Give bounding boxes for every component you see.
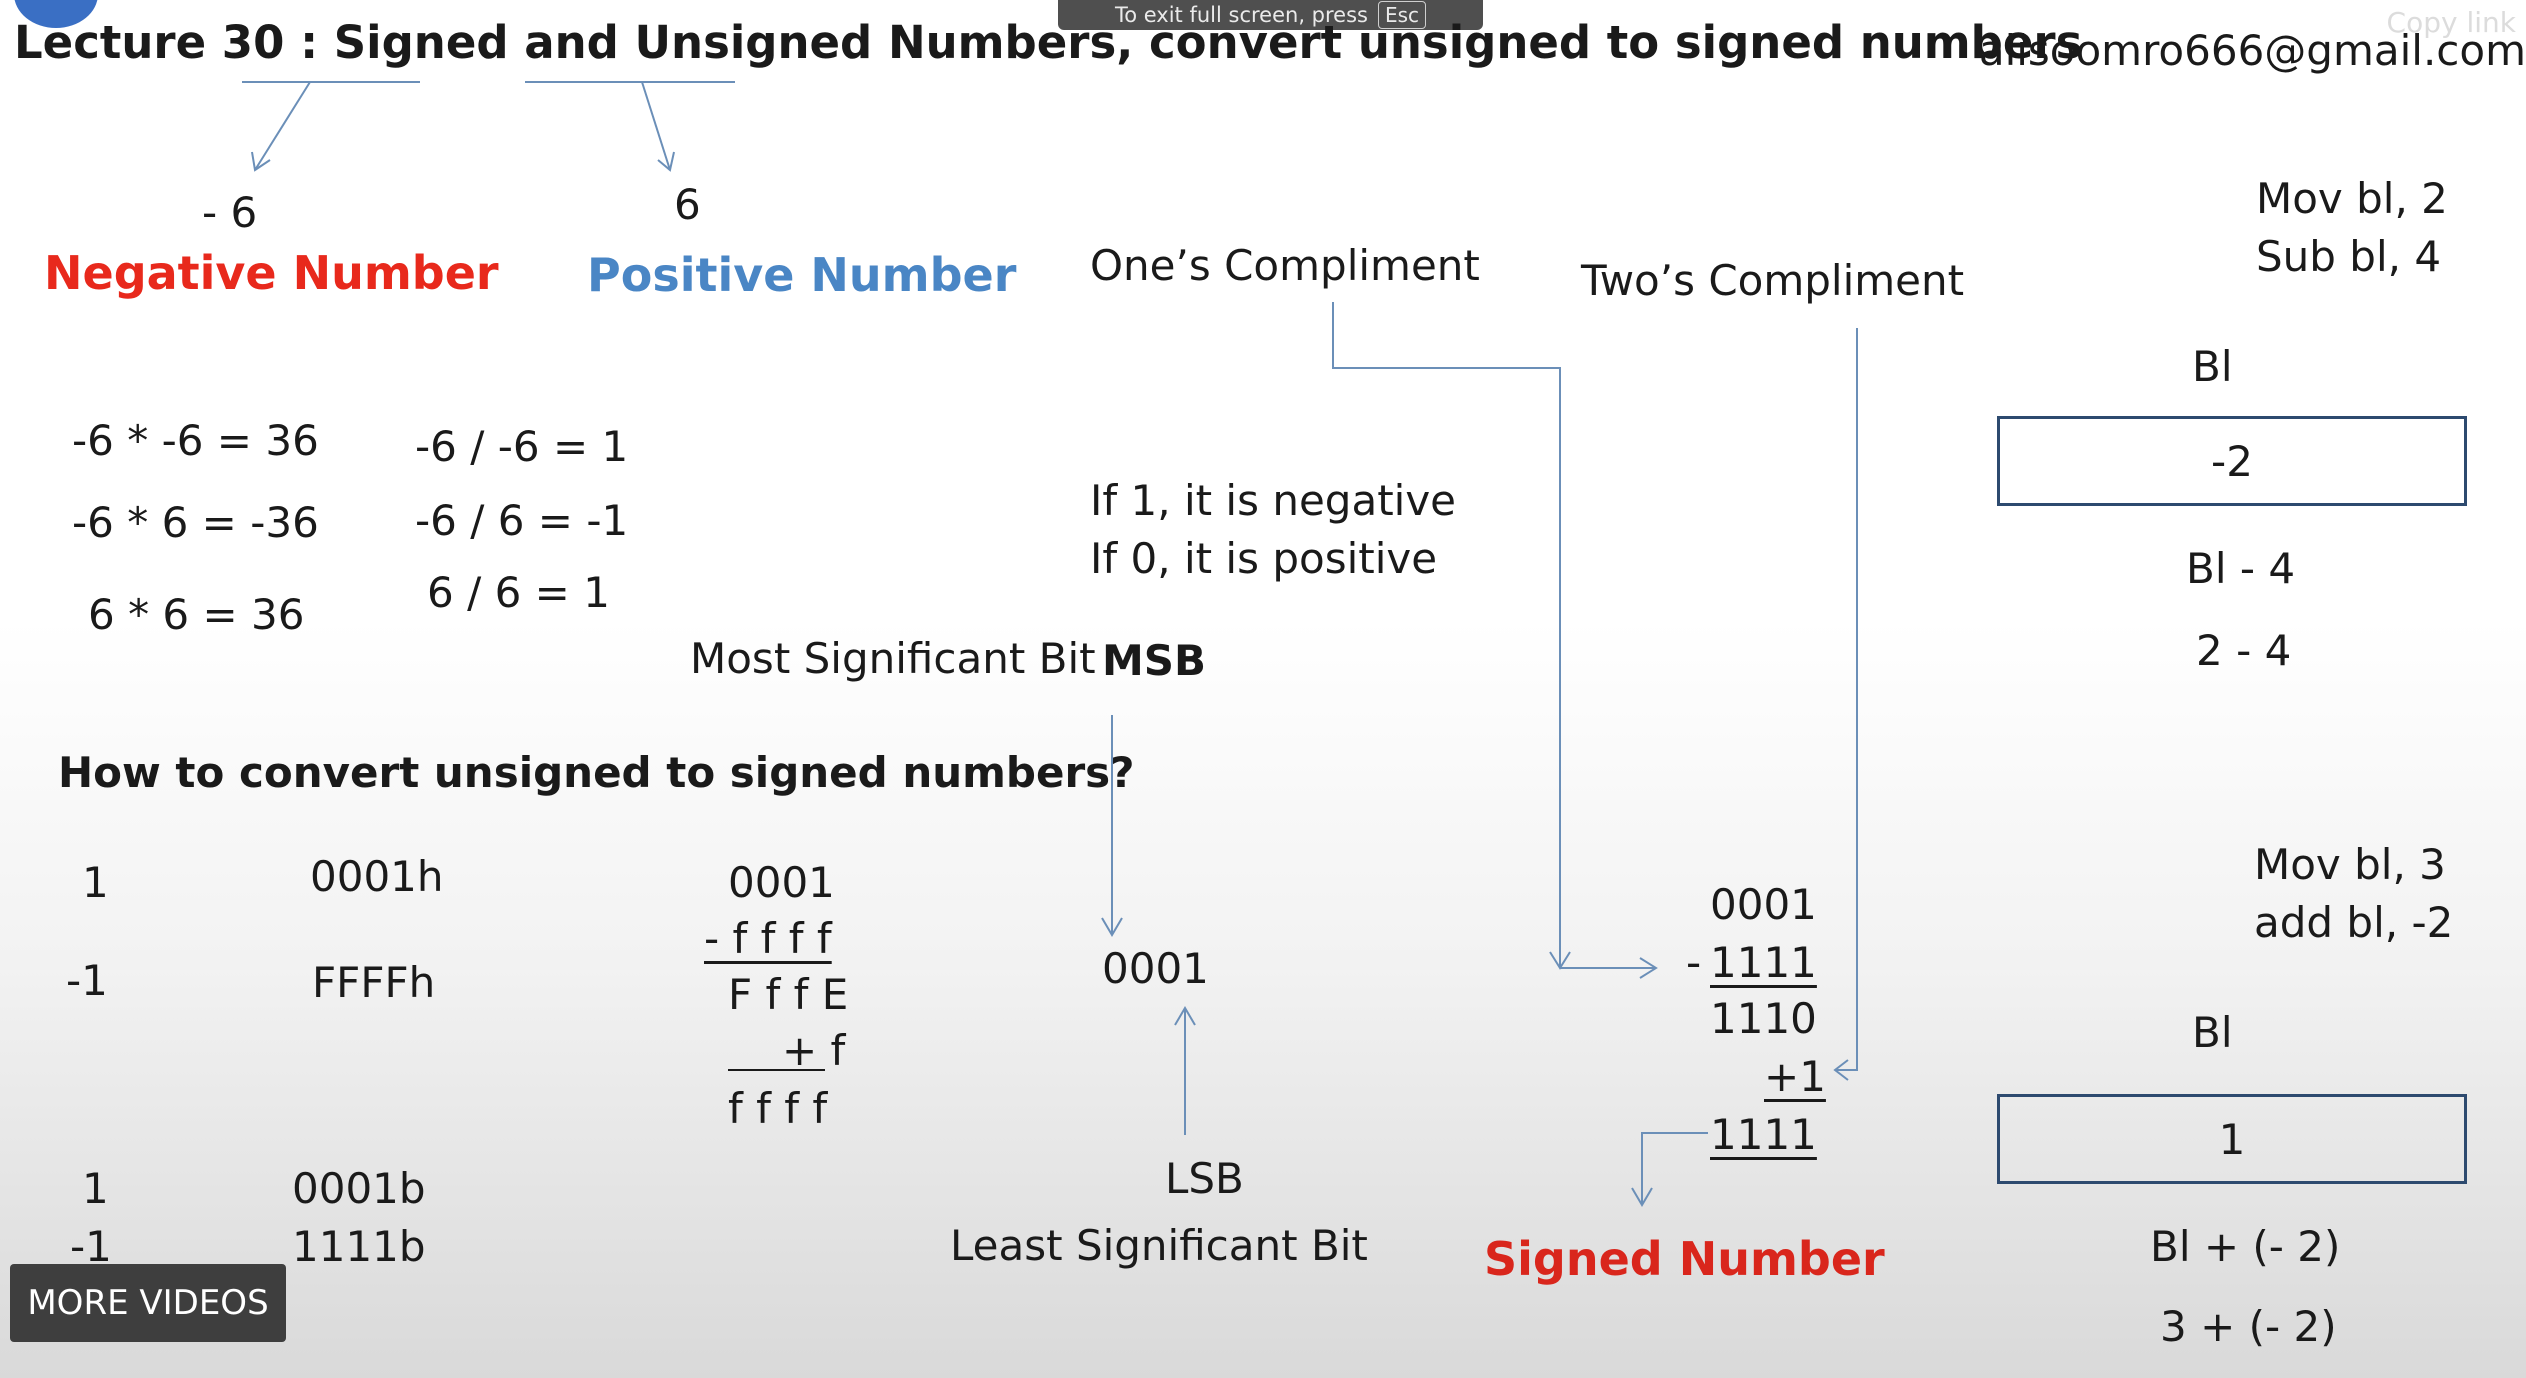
bin-row-2-value: 1111b [292,1222,426,1271]
division-line-3: 6 / 6 = 1 [427,568,610,617]
reg1-code-line-1: Mov bl, 2 [2256,174,2448,223]
multiplication-line-2: -6 * 6 = -36 [72,498,319,547]
conversion-question: How to convert unsigned to signed number… [58,748,1135,797]
hex-sub-line-4: + f [782,1026,846,1075]
hex-row-2-decimal: -1 [66,956,108,1005]
author-email: alisoomro666@gmail.com [1978,26,2526,75]
bin-sub-line-1: 0001 [1710,880,1817,929]
more-videos-button[interactable]: MORE VIDEOS [10,1264,286,1342]
hex-sub-line-2: - f f f f [704,914,832,963]
msb-full-label: Most Significant Bit [690,634,1096,683]
bin-sub-line-2: 1111 [1710,938,1817,987]
ones-compliment-label: One’s Compliment [1090,241,1480,290]
reg1-box-value: -2 [2211,436,2253,486]
division-line-2: -6 / 6 = -1 [415,496,629,545]
reg1-expression-1: Bl - 4 [2186,544,2296,593]
msb-rule-positive: If 0, it is positive [1090,534,1438,583]
reg2-code-line-2: add bl, -2 [2254,898,2454,947]
bin-sub-line-4: +1 [1764,1052,1826,1101]
positive-number-label: Positive Number [587,248,1017,302]
reg1-code-line-2: Sub bl, 4 [2256,232,2442,281]
reg2-register-name: Bl [2192,1008,2233,1057]
bin-sub-minus-sign: - [1686,938,1702,987]
hex-sub-line-1: 0001 [728,858,835,907]
positive-value: 6 [674,180,701,229]
esc-key-badge: Esc [1377,1,1427,29]
hex-row-2-value: FFFFh [312,958,436,1007]
reg1-register-name: Bl [2192,342,2233,391]
twos-compliment-label: Two’s Compliment [1581,256,1965,305]
reg2-expression-1: Bl + (- 2) [2150,1222,2341,1271]
negative-value: - 6 [202,188,258,237]
lsb-full-label: Least Significant Bit [950,1221,1368,1270]
msb-rule-negative: If 1, it is negative [1090,476,1457,525]
bin-sub-line-3: 1110 [1710,994,1817,1043]
multiplication-line-3: 6 * 6 = 36 [88,590,305,639]
reg2-code-line-1: Mov bl, 3 [2254,840,2446,889]
negative-number-label: Negative Number [44,246,499,300]
msb-abbr-label: MSB [1102,636,1207,685]
hex-row-1-value: 0001h [310,852,444,901]
lsb-abbr-label: LSB [1165,1154,1244,1203]
fullscreen-notice: To exit full screen, press Esc [1058,0,1483,30]
hex-sub-line-3: F f f E [728,970,849,1019]
bin-row-1-value: 0001b [292,1164,426,1213]
msb-example-value: 0001 [1102,944,1209,993]
reg2-expression-2: 3 + (- 2) [2160,1302,2337,1351]
hex-row-1-decimal: 1 [82,858,109,907]
reg2-register-box: 1 [1997,1094,2467,1184]
bin-sub-line-5: 1111 [1710,1110,1817,1159]
signed-number-label: Signed Number [1484,1232,1885,1286]
reg1-expression-2: 2 - 4 [2196,626,2292,675]
copy-link-button[interactable]: Copy link [2386,6,2516,39]
multiplication-line-1: -6 * -6 = 36 [72,416,319,465]
bin-row-2-decimal: -1 [70,1222,112,1271]
reg1-register-box: -2 [1997,416,2467,506]
bin-row-1-decimal: 1 [82,1164,109,1213]
division-line-1: -6 / -6 = 1 [415,422,629,471]
fullscreen-notice-text: To exit full screen, press [1114,3,1368,27]
reg2-box-value: 1 [2218,1114,2246,1164]
lecture-title: Lecture 30 : Signed and Unsigned Numbers… [14,16,2083,69]
hex-sub-line-5: f f f f [728,1084,828,1133]
